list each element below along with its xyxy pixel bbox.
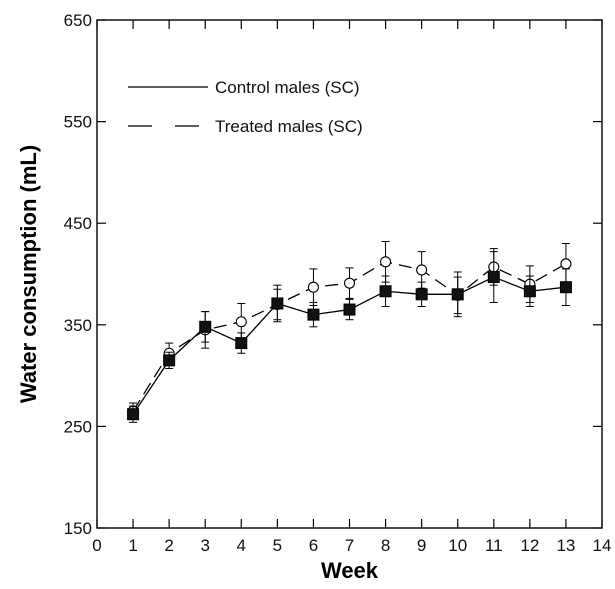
data-point-square	[559, 281, 572, 294]
x-tick-label: 10	[448, 536, 467, 555]
x-tick-label: 14	[593, 536, 612, 555]
x-tick-label: 3	[200, 536, 209, 555]
data-point-circle	[416, 264, 428, 276]
x-tick-label: 7	[345, 536, 354, 555]
data-point-square	[415, 288, 428, 301]
data-point-circle	[235, 316, 247, 328]
x-axis-title: Week	[321, 558, 379, 583]
x-tick-label: 12	[520, 536, 539, 555]
y-tick-label: 250	[64, 417, 92, 436]
x-tick-label: 6	[309, 536, 318, 555]
y-tick-label: 350	[64, 316, 92, 335]
x-tick-label: 8	[381, 536, 390, 555]
x-tick-label: 4	[237, 536, 246, 555]
x-tick-label: 0	[92, 536, 101, 555]
x-tick-label: 13	[556, 536, 575, 555]
y-tick-label: 650	[64, 11, 92, 30]
data-point-square	[487, 271, 500, 284]
data-point-circle	[380, 256, 392, 268]
x-tick-label: 9	[417, 536, 426, 555]
data-point-square	[163, 354, 176, 367]
legend-label: Control males (SC)	[215, 78, 360, 97]
data-point-square	[523, 285, 536, 298]
x-tick-label: 5	[273, 536, 282, 555]
series-treated	[127, 240, 572, 420]
legend-label: Treated males (SC)	[215, 117, 363, 136]
data-point-square	[379, 285, 392, 298]
data-point-square	[307, 308, 320, 321]
y-tick-label: 550	[64, 113, 92, 132]
y-axis-title: Water consumption (mL)	[16, 145, 41, 403]
data-point-square	[199, 320, 212, 333]
legend-item-treated: Treated males (SC)	[128, 117, 363, 136]
x-tick-label: 11	[485, 536, 503, 555]
data-point-square	[271, 297, 284, 310]
x-tick-label: 1	[128, 536, 137, 555]
legend-item-control: Control males (SC)	[128, 78, 360, 97]
data-point-square	[451, 288, 464, 301]
legend: Control males (SC) Treated males (SC)	[128, 78, 363, 136]
data-point-circle	[560, 258, 572, 270]
series-layer	[127, 240, 572, 423]
y-tick-label: 450	[64, 214, 92, 233]
data-point-square	[127, 408, 140, 421]
x-tick-label: 2	[164, 536, 173, 555]
series-control	[127, 251, 572, 423]
y-tick-label: 150	[64, 519, 92, 538]
data-point-circle	[307, 281, 319, 293]
data-point-square	[235, 337, 248, 350]
data-point-circle	[343, 277, 356, 289]
data-point-square	[343, 303, 356, 316]
